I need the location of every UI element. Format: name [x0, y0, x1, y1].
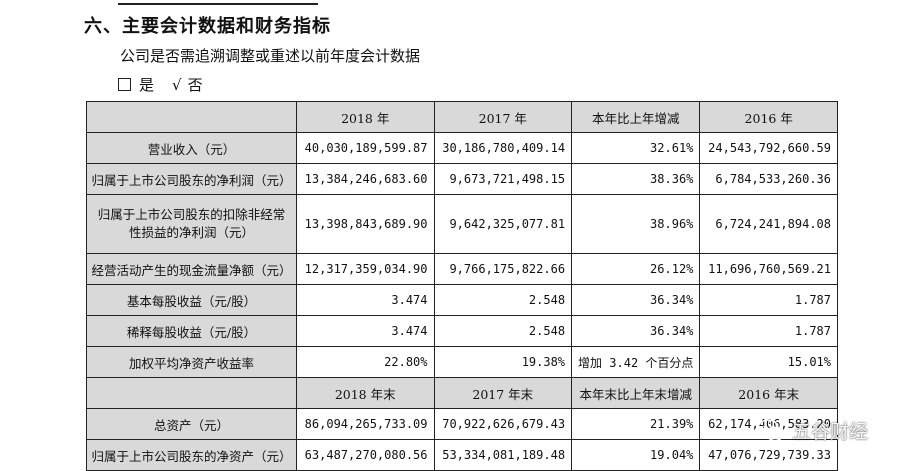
header-cell: 2017 年 [433, 101, 573, 133]
table-row: 经营活动产生的现金流量净额（元） 12,317,359,034.90 9,766… [86, 253, 838, 285]
row-label-line2: 性损益的净利润（元） [128, 225, 254, 240]
section-heading: 六、主要会计数据和财务指标 [84, 16, 331, 37]
header-cell: 2016 年 [699, 101, 838, 133]
row-label: 归属于上市公司股东的净利润（元） [86, 163, 297, 195]
value-cell: 6,724,241,894.08 [699, 194, 838, 254]
value-cell: 38.96% [571, 194, 701, 254]
cropped-previous-line [118, 0, 318, 5]
value-cell: 22.80% [295, 346, 435, 378]
value-cell: 9,766,175,822.66 [433, 253, 573, 285]
watermark-text: 五谷财经 [792, 421, 869, 443]
watermark: 五谷财经 [756, 417, 868, 444]
value-cell: 36.34% [571, 315, 701, 347]
wechat-icon [757, 418, 784, 441]
value-cell: 32.61% [571, 132, 701, 164]
value-cell: 30,186,780,409.14 [433, 132, 573, 164]
table-header-row: 2018 年 2017 年 本年比上年增减 2016 年 [86, 101, 838, 133]
value-cell: 36.34% [571, 284, 701, 316]
row-label: 总资产（元） [86, 408, 297, 440]
value-cell: 21.39% [571, 408, 701, 440]
table-row: 归属于上市公司股东的净利润（元） 13,384,246,683.60 9,673… [86, 163, 838, 195]
table-row: 总资产（元） 86,094,265,733.09 70,922,626,679.… [86, 408, 838, 440]
value-cell: 3.474 [295, 315, 435, 347]
value-cell: 2.548 [433, 284, 573, 316]
row-label: 营业收入（元） [86, 132, 297, 164]
check-mark: √ [172, 75, 182, 94]
row-label: 基本每股收益（元/股） [86, 284, 297, 316]
table-header-row: 2018 年末 2017 年末 本年末比上年末增减 2016 年末 [86, 377, 838, 409]
checkbox-icon [118, 78, 131, 91]
value-cell: 24,543,792,660.59 [699, 132, 838, 164]
value-cell: 19.38% [433, 346, 573, 378]
row-label: 稀释每股收益（元/股） [86, 315, 297, 347]
table-row: 归属于上市公司股东的扣除非经常 性损益的净利润（元） 13,398,843,68… [86, 194, 838, 254]
value-cell: 1.787 [699, 315, 838, 347]
yes-label: 是 [139, 76, 155, 94]
table-row: 基本每股收益（元/股） 3.474 2.548 36.34% 1.787 [86, 284, 838, 316]
value-cell: 38.36% [571, 163, 701, 195]
value-cell: 63,487,270,080.56 [295, 439, 435, 471]
value-cell: 15.01% [699, 346, 838, 378]
header-cell: 2017 年末 [433, 377, 573, 409]
table-row: 营业收入（元） 40,030,189,599.87 30,186,780,409… [86, 132, 838, 164]
header-cell [86, 101, 297, 133]
header-cell: 2018 年末 [295, 377, 435, 409]
header-cell: 本年比上年增减 [571, 101, 701, 133]
value-cell: 13,398,843,689.90 [295, 194, 435, 254]
header-cell [86, 377, 297, 409]
no-label: 否 [187, 76, 203, 94]
value-cell: 2.548 [433, 315, 573, 347]
value-cell: 6,784,533,260.36 [699, 163, 838, 195]
table-row: 加权平均净资产收益率 22.80% 19.38% 增加 3.42 个百分点 15… [86, 346, 838, 378]
value-cell: 增加 3.42 个百分点 [571, 346, 701, 378]
value-cell: 9,673,721,498.15 [433, 163, 573, 195]
value-cell: 53,334,081,189.48 [433, 439, 573, 471]
value-cell: 9,642,325,077.81 [433, 194, 573, 254]
value-cell: 1.787 [699, 284, 838, 316]
value-cell: 12,317,359,034.90 [295, 253, 435, 285]
header-cell: 2018 年 [295, 101, 435, 133]
value-cell: 62,174,406,583.20 [699, 408, 838, 440]
value-cell: 3.474 [295, 284, 435, 316]
row-label-line1: 归属于上市公司股东的扣除非经常 [97, 207, 286, 222]
table-row: 归属于上市公司股东的净资产（元） 63,487,270,080.56 53,33… [86, 439, 838, 471]
financial-indicators-table: 2018 年 2017 年 本年比上年增减 2016 年 营业收入（元） 40,… [86, 101, 838, 471]
value-cell: 11,696,760,569.21 [699, 253, 838, 285]
header-cell: 2016 年末 [699, 377, 838, 409]
row-label: 经营活动产生的现金流量净额（元） [86, 253, 297, 285]
value-cell: 13,384,246,683.60 [295, 163, 435, 195]
value-cell: 40,030,189,599.87 [295, 132, 435, 164]
restatement-question: 公司是否需追溯调整或重述以前年度会计数据 [120, 47, 421, 65]
value-cell: 47,076,729,739.33 [699, 439, 838, 471]
header-cell: 本年末比上年末增减 [571, 377, 701, 409]
value-cell: 70,922,626,679.43 [433, 408, 573, 440]
value-cell: 19.04% [571, 439, 701, 471]
restatement-answer: 是 √ 否 [118, 74, 203, 95]
table-row: 稀释每股收益（元/股） 3.474 2.548 36.34% 1.787 [86, 315, 838, 347]
row-label: 归属于上市公司股东的净资产（元） [86, 439, 297, 471]
value-cell: 86,094,265,733.09 [295, 408, 435, 440]
row-label: 归属于上市公司股东的扣除非经常 性损益的净利润（元） [86, 194, 297, 254]
value-cell: 26.12% [571, 253, 701, 285]
row-label: 加权平均净资产收益率 [86, 346, 297, 378]
